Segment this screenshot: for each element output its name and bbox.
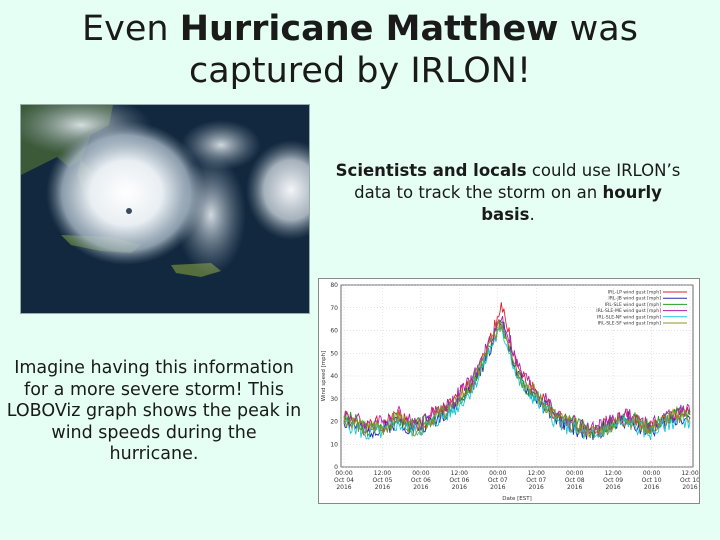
x-axis-label: Date [EST] <box>502 496 532 502</box>
title-bold: Hurricane Matthew <box>179 9 559 49</box>
series-line <box>343 315 691 436</box>
slide-title: Even Hurricane Matthew was captured by I… <box>82 9 638 91</box>
y-tick-label: 20 <box>330 419 338 426</box>
legend-label: IRL-SLE-ME wind gust [mph] <box>596 308 661 314</box>
y-tick-label: 10 <box>330 441 338 448</box>
x-tick-date: Oct 06 <box>411 477 431 484</box>
y-tick-label: 70 <box>330 305 338 312</box>
x-tick-time: 00:00 <box>489 470 506 477</box>
x-tick-date: Oct 10 <box>642 477 662 484</box>
x-tick-year: 2016 <box>682 484 697 491</box>
x-tick-time: 00:00 <box>335 470 352 477</box>
x-tick-time: 00:00 <box>412 470 429 477</box>
legend-label: IRL-JB wind gust [mph] <box>608 296 661 302</box>
x-tick-date: Oct 04 <box>334 477 354 484</box>
x-tick-year: 2016 <box>490 484 505 491</box>
caption-bold-2: hourly basis <box>481 183 662 224</box>
x-tick-year: 2016 <box>336 484 351 491</box>
x-tick-time: 12:00 <box>374 470 391 477</box>
x-tick-year: 2016 <box>567 484 582 491</box>
x-tick-date: Oct 05 <box>372 477 392 484</box>
hurricane-satellite-image <box>20 104 310 314</box>
y-tick-label: 50 <box>330 350 338 357</box>
y-tick-label: 40 <box>330 373 338 380</box>
x-tick-year: 2016 <box>529 484 544 491</box>
y-tick-label: 80 <box>330 282 338 289</box>
x-tick-date: Oct 09 <box>603 477 623 484</box>
scientists-caption: Scientists and locals could use IRLON’s … <box>335 161 681 224</box>
x-tick-date: Oct 07 <box>488 477 508 484</box>
series-line <box>343 324 691 441</box>
x-tick-date: Oct 07 <box>526 477 546 484</box>
x-tick-time: 00:00 <box>643 470 660 477</box>
x-tick-year: 2016 <box>605 484 620 491</box>
x-tick-time: 12:00 <box>681 470 698 477</box>
x-tick-year: 2016 <box>452 484 467 491</box>
legend-label: IRL-SLE wind gust [mph] <box>605 302 661 308</box>
x-tick-time: 12:00 <box>451 470 468 477</box>
y-tick-label: 0 <box>334 464 338 471</box>
wind-speed-chart: 0 10 20 30 40 50 60 70 80 00:00 Oct 04 2016 12:00 Oct… <box>318 278 700 504</box>
legend-label: IRL-SLE-NF wind gust [mph] <box>597 314 661 320</box>
y-tick-label: 60 <box>330 328 338 335</box>
legend-label: IRL-SLE-SF wind gust [mph] <box>598 321 662 327</box>
x-tick-date: Oct 08 <box>565 477 585 484</box>
caption-bold-1: Scientists and locals <box>335 161 527 180</box>
x-tick-year: 2016 <box>413 484 428 491</box>
x-tick-time: 12:00 <box>528 470 545 477</box>
loboviz-caption: Imagine having this information for a mo… <box>6 358 302 464</box>
x-tick-time: 12:00 <box>604 470 621 477</box>
y-tick-label: 30 <box>330 396 338 403</box>
legend-label: IRL-LP wind gust [mph] <box>608 290 661 296</box>
x-tick-date: Oct 06 <box>449 477 469 484</box>
x-tick-year: 2016 <box>644 484 659 491</box>
x-tick-year: 2016 <box>375 484 390 491</box>
x-tick-date: Oct 10 <box>680 477 699 484</box>
series-line <box>343 320 691 439</box>
y-axis-label: Wind speed [mph] <box>321 351 327 402</box>
x-tick-time: 00:00 <box>566 470 583 477</box>
